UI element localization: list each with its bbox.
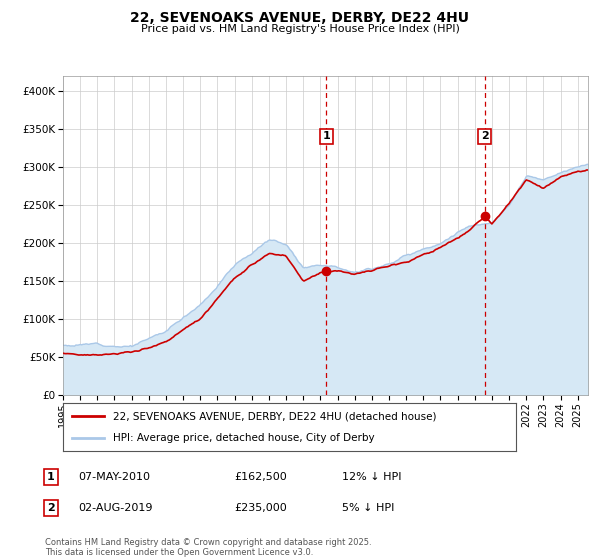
Text: 12% ↓ HPI: 12% ↓ HPI	[342, 472, 401, 482]
Text: HPI: Average price, detached house, City of Derby: HPI: Average price, detached house, City…	[113, 433, 374, 443]
Text: 5% ↓ HPI: 5% ↓ HPI	[342, 503, 394, 513]
Text: 1: 1	[47, 472, 55, 482]
Text: 02-AUG-2019: 02-AUG-2019	[78, 503, 152, 513]
Text: Price paid vs. HM Land Registry's House Price Index (HPI): Price paid vs. HM Land Registry's House …	[140, 24, 460, 34]
Text: £162,500: £162,500	[234, 472, 287, 482]
Text: 22, SEVENOAKS AVENUE, DERBY, DE22 4HU (detached house): 22, SEVENOAKS AVENUE, DERBY, DE22 4HU (d…	[113, 411, 436, 421]
Text: £235,000: £235,000	[234, 503, 287, 513]
Text: 22, SEVENOAKS AVENUE, DERBY, DE22 4HU: 22, SEVENOAKS AVENUE, DERBY, DE22 4HU	[131, 11, 470, 25]
Text: 07-MAY-2010: 07-MAY-2010	[78, 472, 150, 482]
Text: 1: 1	[322, 132, 330, 142]
Text: 2: 2	[481, 132, 488, 142]
Text: 2: 2	[47, 503, 55, 513]
Text: Contains HM Land Registry data © Crown copyright and database right 2025.
This d: Contains HM Land Registry data © Crown c…	[45, 538, 371, 557]
